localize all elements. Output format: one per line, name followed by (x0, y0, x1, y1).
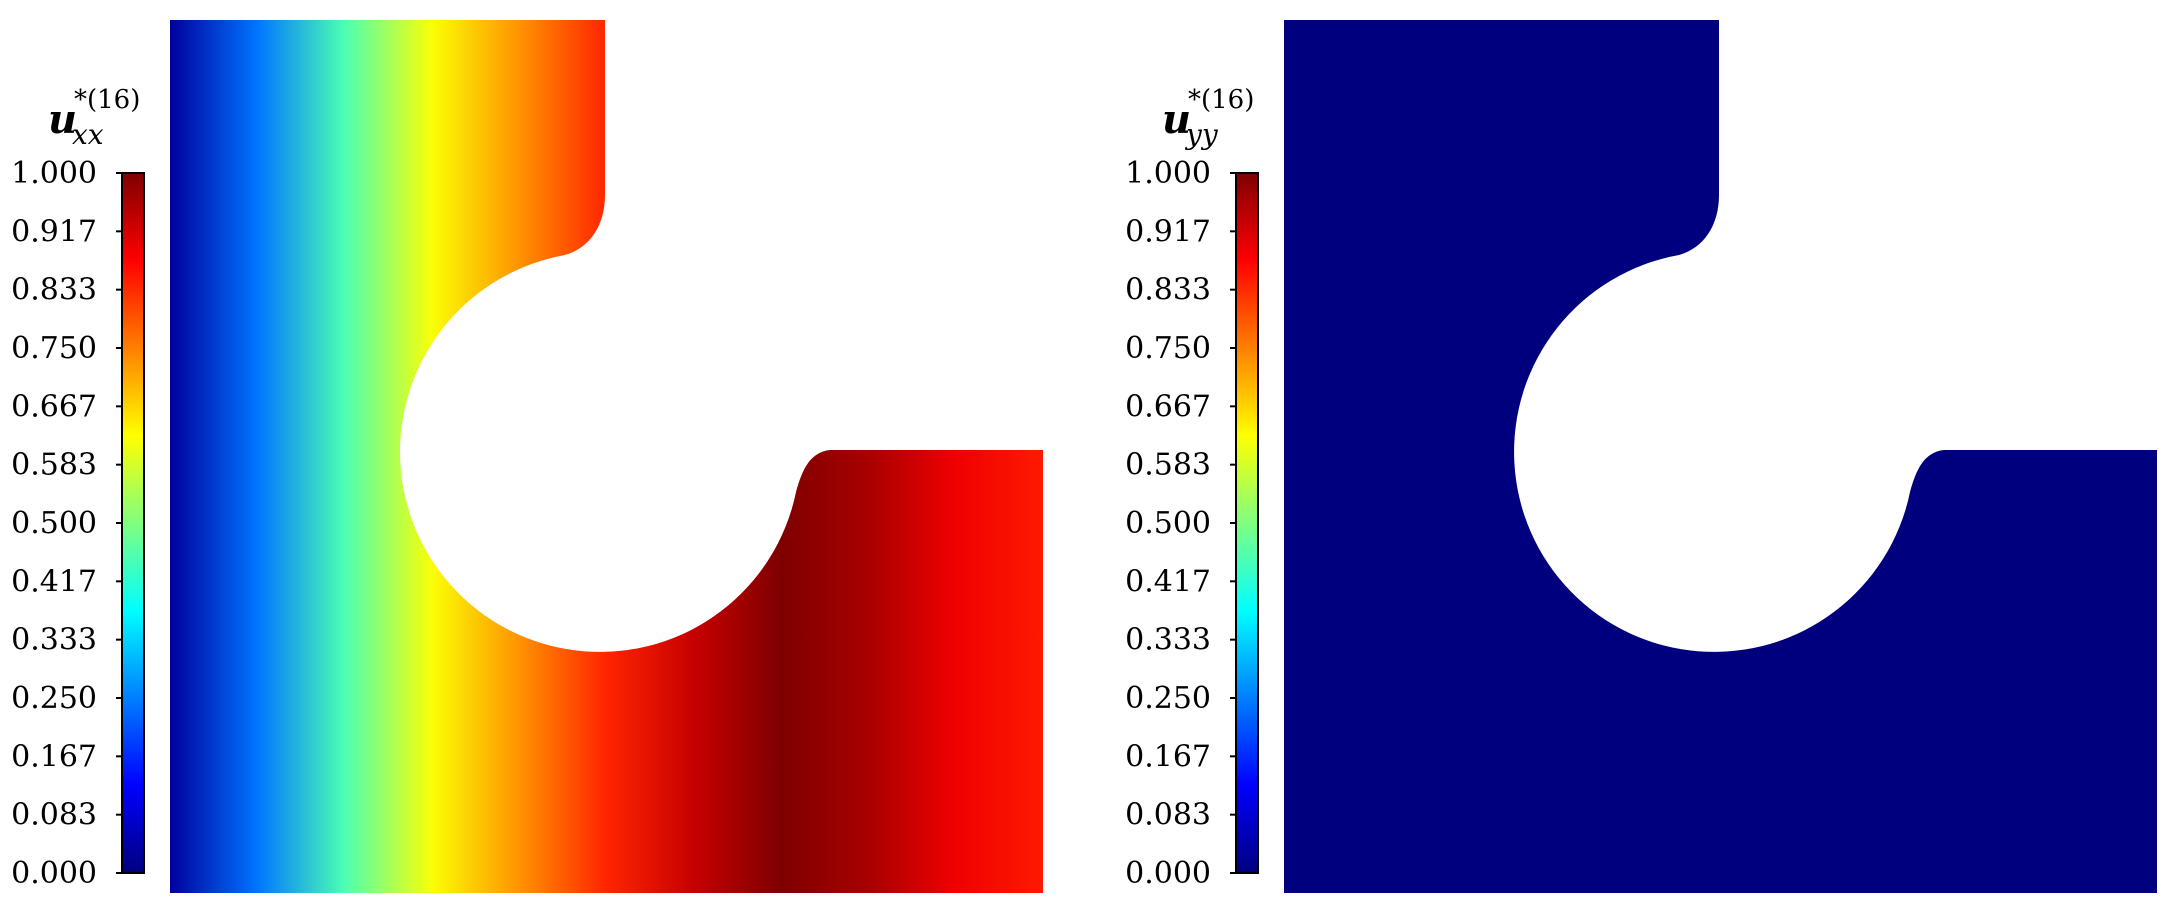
colorbar-tick-label: 0.333 (11, 623, 97, 658)
colorbar-tick-label: 0.083 (1125, 798, 1211, 833)
colorbar-tick-label: 1.000 (1125, 156, 1211, 191)
colorbar-title-superscript: *(16) (74, 85, 140, 115)
field-plot-right (1284, 20, 2157, 893)
colorbar-tick-label: 0.417 (1125, 564, 1211, 599)
colorbar-tick-label: 0.750 (11, 331, 97, 366)
colorbar-tick-label: 0.500 (1125, 506, 1211, 541)
colorbar-tick-label: 0.167 (1125, 739, 1211, 774)
colorbar-tick-label: 0.000 (1125, 856, 1211, 891)
colorbar-tick-label: 0.917 (1125, 214, 1211, 249)
colorbar-title-subscript: xx (72, 118, 104, 151)
colorbar-tick-label: 0.083 (11, 798, 97, 833)
colorbar-tick-label: 0.250 (11, 681, 97, 716)
colorbar-tick-label: 0.750 (1125, 331, 1211, 366)
colorbar-title-subscript: yy (1184, 118, 1219, 151)
colorbar-title-superscript: *(16) (1188, 85, 1254, 115)
colorbar-title-main: u (48, 96, 77, 143)
colorbar-tick-label: 0.667 (11, 389, 97, 424)
field-plot-left (170, 20, 1043, 893)
colorbar-title-right: u yy *(16) (1162, 85, 1254, 151)
colorbar-tick-label: 0.417 (11, 564, 97, 599)
colorbar-tick-label: 0.833 (11, 273, 97, 308)
colorbar-tick-label: 0.583 (1125, 448, 1211, 483)
colorbar-tick-label: 0.000 (11, 856, 97, 891)
colorbar-tick-label: 0.583 (11, 448, 97, 483)
colorbar-ticks-left: 1.000 0.917 0.833 0.750 0.667 0.583 0.500 0.417… (11, 156, 122, 891)
panel-left: u xx *(16) 1.000 0.917 0.833 0.750 0.667 0.58… (11, 20, 1043, 893)
colorbar-tick-label: 1.000 (11, 156, 97, 191)
colorbar-right (1235, 172, 1259, 874)
colorbar-title-left: u xx *(16) (48, 85, 140, 151)
colorbar-title-main: u (1162, 96, 1191, 143)
colorbar-left (121, 172, 145, 874)
colorbar-tick-label: 0.917 (11, 214, 97, 249)
colorbar-tick-label: 0.333 (1125, 623, 1211, 658)
colorbar-tick-label: 0.833 (1125, 273, 1211, 308)
colorbar-tick-label: 0.250 (1125, 681, 1211, 716)
colorbar-tick-label: 0.667 (1125, 389, 1211, 424)
colorbar-ticks-right: 1.000 0.917 0.833 0.750 0.667 0.583 0.500 0.417… (1125, 156, 1236, 891)
panel-right: u yy *(16) 1.000 0.917 0.833 0.750 0.667 0.58… (1125, 20, 2157, 893)
colorbar-tick-label: 0.167 (11, 739, 97, 774)
colorbar-tick-label: 0.500 (11, 506, 97, 541)
